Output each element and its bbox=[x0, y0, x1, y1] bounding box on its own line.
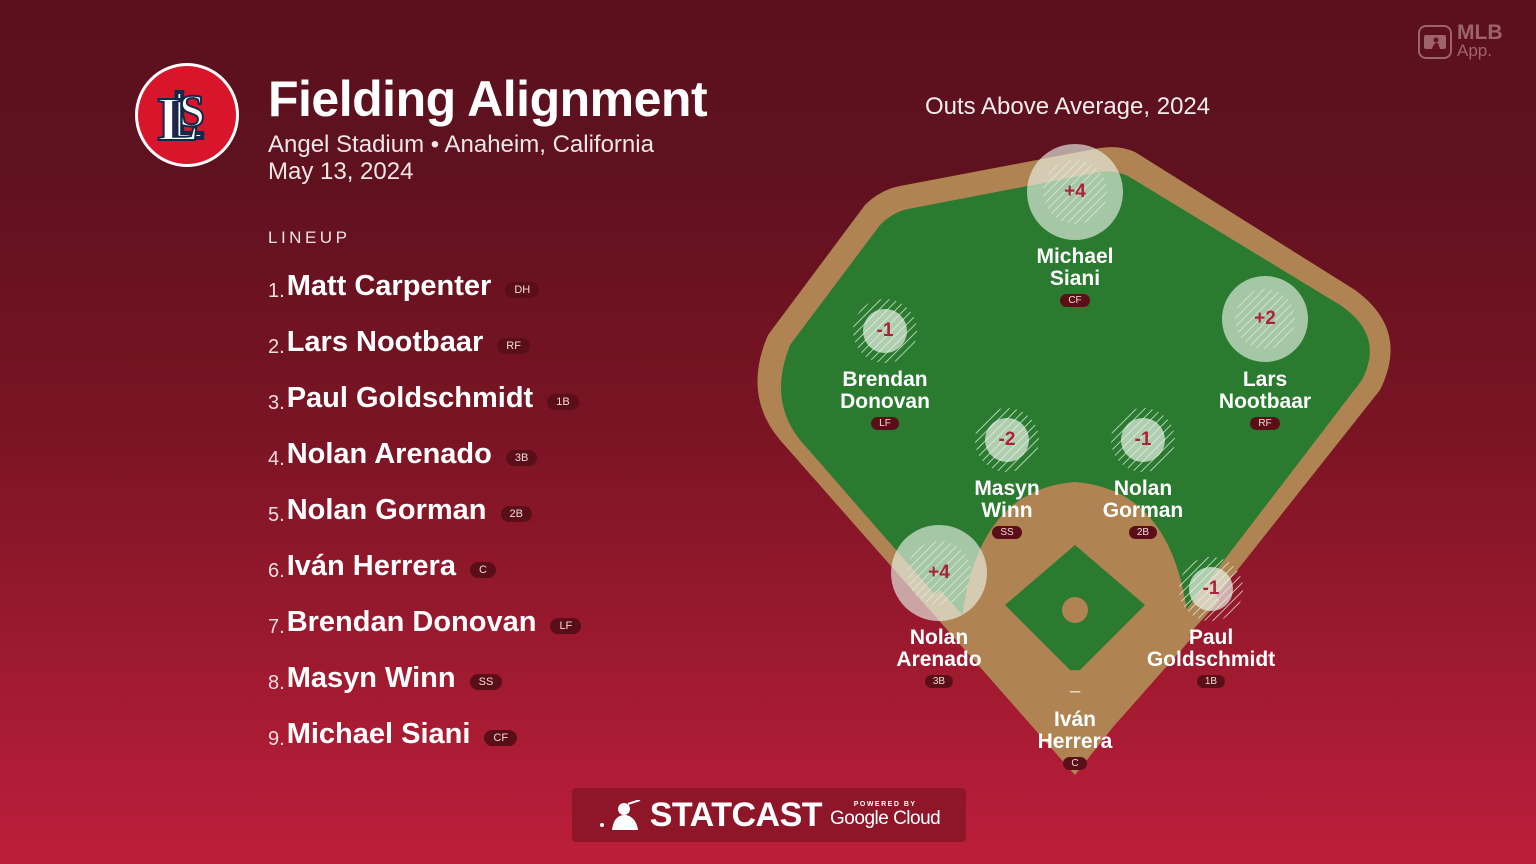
last-name: Nootbaar bbox=[1218, 390, 1312, 413]
field-player-cf: Michael Siani CF bbox=[990, 246, 1160, 308]
mlb-app-logo: MLB App. bbox=[1418, 21, 1503, 60]
oaa-value-ss: -2 bbox=[998, 429, 1016, 450]
lineup-row: 4. Nolan Arenado 3B bbox=[268, 426, 581, 482]
first-name: Nolan bbox=[909, 626, 969, 649]
batting-order: 9. bbox=[268, 727, 285, 750]
lineup-row: 6. Iván Herrera C bbox=[268, 538, 581, 594]
batting-order: 2. bbox=[268, 335, 285, 358]
player-name: Iván Herrera bbox=[286, 549, 456, 582]
batting-order: 8. bbox=[268, 671, 285, 694]
svg-text:L: L bbox=[157, 86, 198, 154]
batting-order: 6. bbox=[268, 559, 285, 582]
batting-order: 3. bbox=[268, 391, 285, 414]
game-date: May 13, 2024 bbox=[268, 158, 414, 185]
oaa-value-lf: -1 bbox=[876, 320, 894, 341]
position-badge: CF bbox=[484, 730, 518, 746]
position-badge: 3B bbox=[924, 675, 954, 688]
statcast-logo: STATCAST bbox=[649, 795, 823, 834]
first-name: Masyn bbox=[974, 477, 1040, 500]
position-badge: CF bbox=[1060, 294, 1090, 307]
oaa-value-rf: +2 bbox=[1254, 308, 1276, 329]
player-name: Paul Goldschmidt bbox=[286, 381, 534, 414]
page-title: Fielding Alignment bbox=[268, 71, 708, 127]
player-name: Masyn Winn bbox=[286, 661, 456, 694]
position-badge: C bbox=[469, 562, 496, 578]
last-name: Winn bbox=[981, 499, 1033, 522]
field-player-1b: Paul Goldschmidt 1B bbox=[1126, 627, 1296, 689]
position-badge: SS bbox=[469, 674, 503, 690]
batting-order: 7. bbox=[268, 615, 285, 638]
batting-order: 1. bbox=[268, 279, 285, 302]
lineup-row: 8. Masyn Winn SS bbox=[268, 650, 581, 706]
position-badge: 1B bbox=[1196, 675, 1226, 688]
last-name: Gorman bbox=[1102, 499, 1184, 522]
lineup-row: 9. Michael Siani CF bbox=[268, 706, 581, 762]
lineup-row: 7. Brendan Donovan LF bbox=[268, 594, 582, 650]
position-badge: LF bbox=[871, 417, 899, 430]
mlb-label: MLB bbox=[1457, 21, 1503, 44]
last-name: Siani bbox=[1049, 267, 1101, 290]
first-name: Iván bbox=[1053, 708, 1097, 731]
batting-order: 4. bbox=[268, 447, 285, 470]
oaa-value-3b: +4 bbox=[928, 562, 950, 583]
google-cloud-logo: POWERED BY Google Cloud bbox=[830, 800, 941, 830]
lineup-row: 3. Paul Goldschmidt 1B bbox=[268, 370, 581, 426]
mlb-batter-silhouette-icon bbox=[599, 800, 641, 830]
first-name: Lars bbox=[1242, 368, 1288, 391]
oaa-value-c: – bbox=[1069, 681, 1081, 702]
field-player-3b: Nolan Arenado 3B bbox=[854, 627, 1024, 689]
lineup-list: 1. Matt Carpenter DH 2. Lars Nootbaar RF 3. P… bbox=[268, 258, 582, 762]
position-badge: LF bbox=[550, 618, 582, 634]
position-badge: RF bbox=[1250, 417, 1280, 430]
player-name: Lars Nootbaar bbox=[286, 325, 484, 358]
last-name: Donovan bbox=[840, 390, 930, 413]
player-name: Nolan Arenado bbox=[286, 437, 492, 470]
position-badge: 1B bbox=[547, 394, 579, 410]
player-name: Brendan Donovan bbox=[286, 605, 537, 638]
position-badge: 2B bbox=[1128, 526, 1158, 539]
sponsor-name: Google Cloud bbox=[830, 807, 941, 829]
lineup-row: 2. Lars Nootbaar RF bbox=[268, 314, 581, 370]
venue: Angel Stadium • Anaheim, California bbox=[268, 131, 654, 158]
first-name: Michael bbox=[1036, 245, 1114, 268]
position-badge: RF bbox=[497, 338, 530, 354]
field-player-2b: Nolan Gorman 2B bbox=[1058, 478, 1228, 540]
oaa-value-1b: -1 bbox=[1202, 578, 1220, 599]
game-info: Angel Stadium • Anaheim, California May … bbox=[268, 131, 654, 185]
position-badge: 3B bbox=[505, 450, 538, 466]
powered-by-label: POWERED BY bbox=[853, 800, 917, 808]
position-badge: DH bbox=[505, 282, 540, 298]
app-label: App. bbox=[1457, 41, 1492, 60]
position-badge: SS bbox=[992, 526, 1022, 539]
oaa-value-cf: +4 bbox=[1064, 181, 1086, 202]
field-title: Outs Above Average, 2024 bbox=[925, 93, 1211, 120]
player-name: Michael Siani bbox=[286, 717, 471, 750]
lineup-row: 1. Matt Carpenter DH bbox=[268, 258, 581, 314]
first-name: Paul bbox=[1188, 626, 1234, 649]
last-name: Goldschmidt bbox=[1146, 648, 1276, 671]
first-name: Brendan bbox=[842, 368, 928, 391]
field-player-c: Iván Herrera C bbox=[990, 709, 1160, 771]
lineup-row: 5. Nolan Gorman 2B bbox=[268, 482, 581, 538]
field-player-rf: Lars Nootbaar RF bbox=[1180, 369, 1350, 431]
cardinals-logo-icon: Ⳑ L S bbox=[135, 63, 239, 167]
field-player-ss: Masyn Winn SS bbox=[922, 478, 1092, 540]
last-name: Arenado bbox=[896, 648, 982, 671]
first-name: Nolan bbox=[1113, 477, 1173, 500]
mlb-batter-icon bbox=[1418, 25, 1452, 59]
svg-text:Ⳑ: Ⳑ bbox=[170, 81, 204, 152]
svg-text:S: S bbox=[179, 85, 205, 136]
field-player-lf: Brendan Donovan LF bbox=[800, 369, 970, 431]
player-name: Nolan Gorman bbox=[286, 493, 487, 526]
last-name: Herrera bbox=[1037, 730, 1113, 753]
lineup-heading: LINEUP bbox=[268, 228, 351, 247]
position-badge: C bbox=[1063, 757, 1087, 770]
statcast-banner: STATCAST POWERED BY Google Cloud bbox=[572, 788, 966, 842]
player-name: Matt Carpenter bbox=[286, 269, 492, 302]
oaa-value-2b: -1 bbox=[1134, 429, 1152, 450]
position-badge: 2B bbox=[500, 506, 532, 522]
batting-order: 5. bbox=[268, 503, 285, 526]
